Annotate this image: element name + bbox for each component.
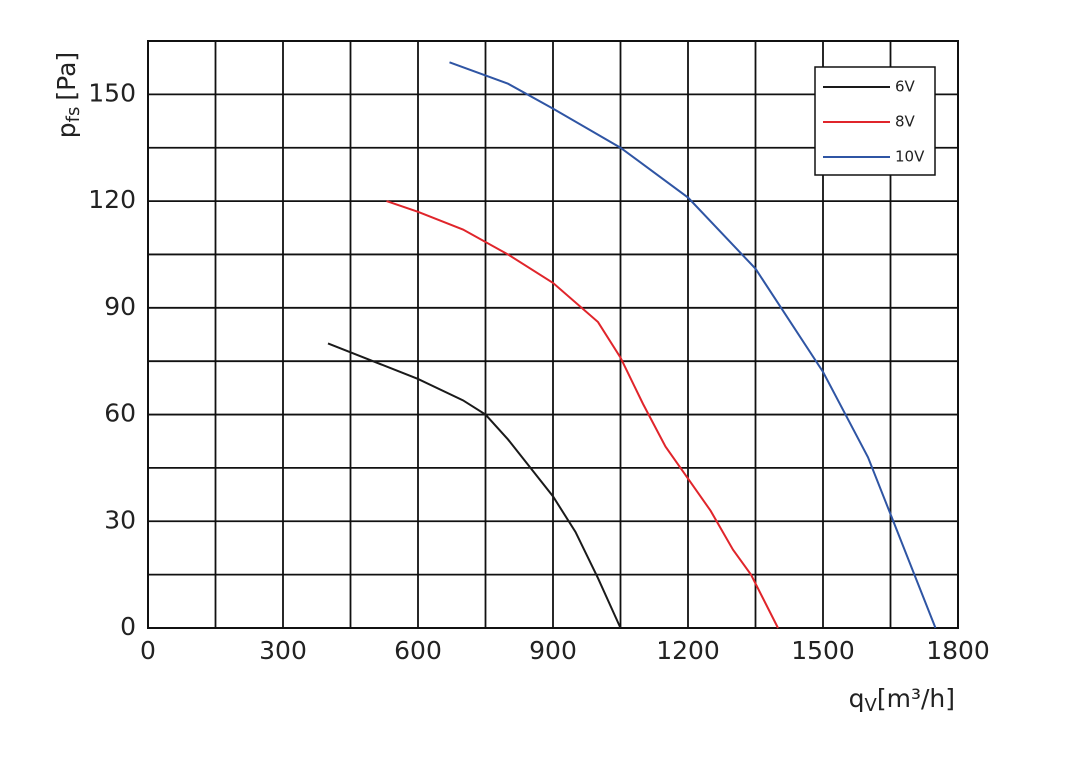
y-tick-label: 60 (104, 399, 136, 428)
y-tick-label: 150 (88, 78, 136, 107)
legend-label: 10V (895, 148, 925, 166)
legend-label: 8V (895, 113, 916, 131)
x-tick-label: 1200 (656, 636, 720, 665)
plot-frame (147, 40, 959, 629)
line-series (327, 342, 622, 629)
x-tick-label: 1500 (791, 636, 855, 665)
x-tick-label: 0 (140, 636, 156, 665)
x-axis-label: qV[m³/h] (849, 684, 955, 716)
y-label-main: p (52, 122, 81, 138)
x-tick-label: 600 (394, 636, 442, 665)
y-tick-label: 90 (104, 292, 136, 321)
y-axis-label: pfs [Pa] (52, 52, 84, 138)
x-label-unit: [m³/h] (877, 684, 955, 713)
legend: 6V 8V 10V (814, 66, 936, 176)
y-tick-label: 120 (88, 185, 136, 214)
line-series (449, 61, 937, 629)
y-tick-label: 0 (120, 612, 136, 641)
x-label-main: q (849, 684, 865, 713)
y-label-unit: [Pa] (52, 52, 81, 101)
x-tick-label: 300 (259, 636, 307, 665)
y-tick-label: 30 (104, 505, 136, 534)
y-label-sub: fs (63, 107, 84, 123)
x-tick-label: 900 (529, 636, 577, 665)
x-tick-label: 1800 (926, 636, 990, 665)
legend-label: 6V (895, 78, 916, 96)
x-label-sub: V (865, 695, 878, 716)
line-series (386, 200, 779, 629)
